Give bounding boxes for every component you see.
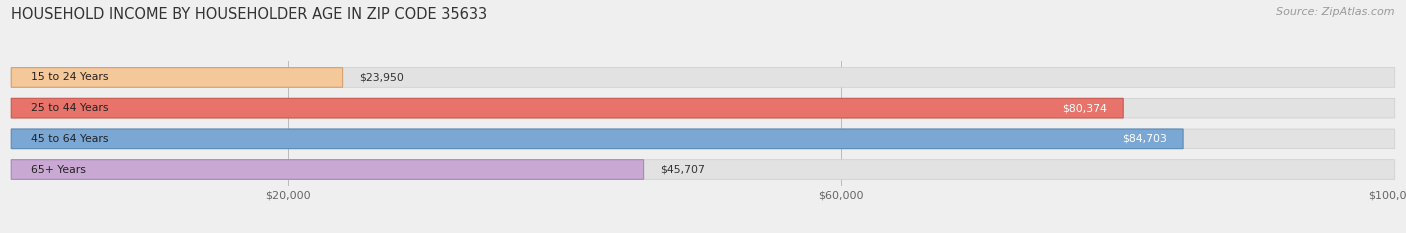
Text: 45 to 64 Years: 45 to 64 Years [31,134,108,144]
FancyBboxPatch shape [11,98,1123,118]
Text: $45,707: $45,707 [661,164,704,175]
Text: HOUSEHOLD INCOME BY HOUSEHOLDER AGE IN ZIP CODE 35633: HOUSEHOLD INCOME BY HOUSEHOLDER AGE IN Z… [11,7,488,22]
FancyBboxPatch shape [11,160,644,179]
FancyBboxPatch shape [11,98,1395,118]
FancyBboxPatch shape [11,129,1395,149]
FancyBboxPatch shape [11,68,343,87]
Text: $23,950: $23,950 [359,72,404,82]
Text: $84,703: $84,703 [1122,134,1167,144]
FancyBboxPatch shape [11,129,1182,149]
Text: 25 to 44 Years: 25 to 44 Years [31,103,108,113]
Text: $80,374: $80,374 [1062,103,1107,113]
FancyBboxPatch shape [11,68,1395,87]
Text: 65+ Years: 65+ Years [31,164,86,175]
Text: 15 to 24 Years: 15 to 24 Years [31,72,108,82]
FancyBboxPatch shape [11,160,1395,179]
Text: Source: ZipAtlas.com: Source: ZipAtlas.com [1277,7,1395,17]
